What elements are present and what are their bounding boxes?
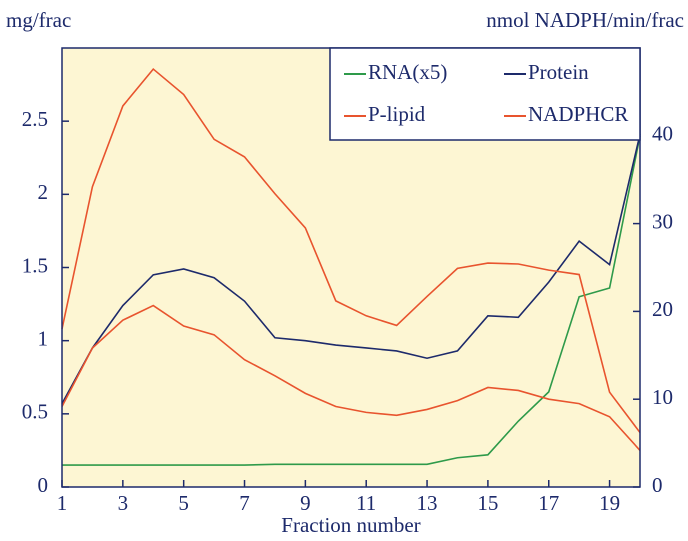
y2-tick-label: 0: [652, 473, 663, 497]
y2-tick-label: 30: [652, 209, 673, 233]
y-tick-label: 1.5: [22, 253, 48, 277]
legend-label: NADPHCR: [528, 102, 628, 126]
y2-tick-label: 20: [652, 297, 673, 321]
series-line: [61, 134, 641, 404]
y-tick-label: 1: [38, 326, 49, 350]
x-tick-label: 3: [118, 491, 129, 515]
x-tick-label: 15: [477, 491, 498, 515]
x-tick-label: 13: [417, 491, 438, 515]
x-tick-label: 5: [178, 491, 189, 515]
y-tick-label: 2: [38, 180, 49, 204]
legend-label: RNA(x5): [368, 60, 447, 84]
y2-tick-label: 10: [652, 385, 673, 409]
series-line: [62, 135, 641, 466]
x-axis-label: Fraction number: [281, 513, 420, 537]
legend-label: P-lipid: [368, 102, 426, 126]
x-tick-label: 17: [538, 491, 559, 515]
y-tick-label: 2.5: [22, 107, 48, 131]
legend-box: [329, 47, 641, 141]
y-tick-label: 0: [38, 473, 49, 497]
series-line: [61, 67, 641, 434]
x-tick-label: 1: [57, 491, 68, 515]
x-tick-label: 19: [599, 491, 620, 515]
y2-tick-label: 40: [652, 122, 673, 146]
y2-axis-label: nmol NADPH/min/frac: [486, 8, 684, 32]
x-tick-label: 9: [300, 491, 311, 515]
x-tick-label: 11: [356, 491, 376, 515]
legend-label: Protein: [528, 60, 589, 84]
x-tick-label: 7: [239, 491, 250, 515]
y-axis-label: mg/frac: [6, 8, 71, 32]
series-line: [61, 304, 641, 451]
y-tick-label: 0.5: [22, 400, 48, 424]
